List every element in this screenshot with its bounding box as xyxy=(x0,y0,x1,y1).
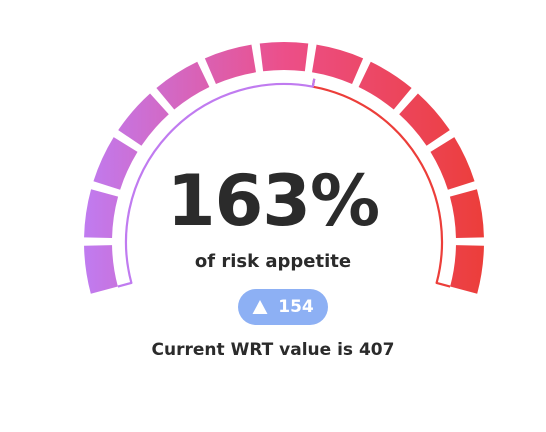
gauge-segment xyxy=(449,189,484,238)
delta-badge: 154 xyxy=(238,289,328,325)
gauge-segment xyxy=(84,189,119,238)
gauge-segment xyxy=(84,245,118,294)
gauge-segments xyxy=(84,42,484,294)
current-wrt-text: Current WRT value is 407 xyxy=(151,340,395,360)
delta-value: 154 xyxy=(278,297,314,317)
gauge-segment xyxy=(118,93,169,146)
gauge-segment xyxy=(259,42,309,72)
gauge-segment xyxy=(399,93,450,146)
gauge-inner-track xyxy=(311,78,451,288)
gauge-segment xyxy=(312,44,364,85)
gauge-segment xyxy=(450,245,484,294)
gauge-segment xyxy=(430,137,475,190)
gauge-progress-arc xyxy=(117,78,316,288)
gauge-segment xyxy=(204,44,256,85)
triangle-up-icon xyxy=(252,300,268,314)
gauge-value: 163% xyxy=(166,160,380,242)
gauge-segment xyxy=(358,61,412,110)
gauge-segment xyxy=(156,61,210,110)
gauge-caption: of risk appetite xyxy=(194,251,352,272)
gauge-segment xyxy=(93,137,138,190)
